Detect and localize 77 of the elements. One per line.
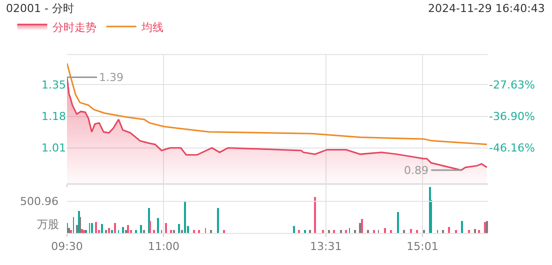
bar (81, 228, 83, 233)
bar (314, 196, 316, 233)
bar (455, 230, 457, 233)
bar (114, 222, 116, 233)
bar (304, 230, 306, 233)
x-tick-label: 15:01 (406, 240, 438, 254)
annotation: 0.89 (404, 164, 428, 177)
bar (210, 230, 212, 233)
bar (461, 220, 463, 233)
bar (157, 218, 159, 233)
bar (125, 230, 127, 233)
y2-tick-label: -27.63% (489, 78, 535, 92)
annotation: 1.39 (99, 71, 124, 84)
bar (361, 218, 363, 233)
bar (474, 228, 476, 233)
bar (198, 230, 200, 233)
bar (322, 230, 324, 233)
y2-tick-label: -46.16% (489, 142, 535, 155)
x-tick-label: 11:00 (148, 240, 180, 254)
bar (79, 216, 81, 233)
bar (340, 230, 342, 233)
bar (403, 230, 405, 233)
legend-label: 均线 (140, 20, 164, 34)
bar (328, 230, 330, 233)
bar (111, 230, 113, 233)
x-tick-label: 09:30 (51, 240, 83, 254)
line-series (67, 62, 488, 146)
bar (448, 226, 450, 233)
bar (223, 230, 225, 233)
chart-subtitle: 2024-11-29 16:40:43 (428, 2, 545, 15)
bar (91, 222, 93, 233)
bar (95, 222, 97, 233)
bar (416, 230, 418, 233)
bar (135, 230, 137, 233)
bar (178, 224, 180, 233)
bar (170, 230, 172, 233)
bar (309, 230, 311, 233)
legend-label: 分时走势 (52, 20, 96, 34)
bar (442, 230, 444, 233)
text: 500.96 (20, 195, 58, 208)
bar (367, 230, 369, 233)
bar (359, 222, 361, 233)
y-axis-title: 万股 (37, 218, 59, 231)
chart-title: 02001 - 分时 (6, 2, 74, 15)
bar (108, 228, 110, 233)
bar (193, 230, 195, 233)
bar (390, 230, 392, 233)
bar (181, 230, 183, 233)
bar (173, 230, 175, 233)
bar (127, 224, 129, 233)
bar (384, 228, 386, 233)
bar (373, 230, 375, 233)
bar (165, 222, 167, 233)
bar (153, 230, 155, 233)
bar (143, 230, 145, 233)
bar (184, 200, 186, 233)
x-tick-label: 13:31 (310, 240, 342, 254)
bar (105, 230, 107, 233)
bar (149, 220, 151, 233)
bar (217, 208, 219, 233)
y-tick-label: 1.01 (42, 142, 66, 155)
y-tick-label: 1.35 (42, 78, 66, 92)
bar (354, 230, 356, 233)
bar (122, 226, 124, 233)
bar (478, 230, 480, 233)
bar (140, 224, 142, 233)
bar (345, 230, 347, 233)
y-tick-label: 1.18 (42, 110, 66, 124)
bar (101, 224, 103, 233)
bar (333, 230, 335, 233)
y2-tick-label: -36.90% (489, 110, 535, 124)
bar (423, 230, 425, 233)
bar (410, 228, 412, 233)
bar (397, 212, 399, 233)
bar (298, 230, 300, 233)
bar (468, 230, 470, 233)
bar (293, 226, 295, 233)
